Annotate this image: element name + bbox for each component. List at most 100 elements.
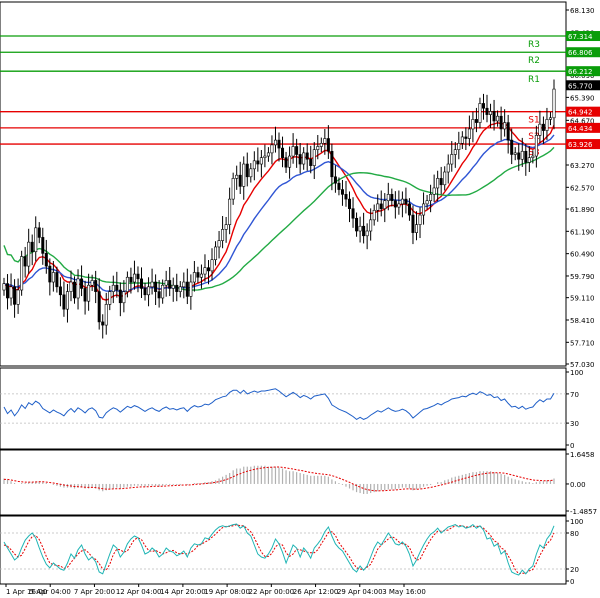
- candle-down: [362, 225, 366, 237]
- price-axis-tick-label: 65.390: [570, 94, 595, 102]
- candle-up: [235, 174, 239, 179]
- last-price-label: 65.770: [568, 82, 593, 90]
- candle-down: [340, 189, 344, 195]
- candle-up: [446, 163, 450, 173]
- candle-up: [527, 157, 531, 163]
- candle-up: [76, 278, 80, 299]
- price-axis-tick-label: 61.190: [570, 228, 595, 236]
- candle-up: [273, 139, 277, 146]
- oscillator-2-panel: 1.6458 0.00 -1.4857: [0, 449, 597, 516]
- candle-up: [457, 143, 461, 150]
- candle-down: [407, 203, 411, 216]
- candle-down: [295, 146, 299, 155]
- candle-up: [242, 163, 246, 187]
- candle-up: [9, 286, 13, 299]
- candle-down: [143, 288, 147, 296]
- x-axis-tick-label: 22 Apr 00:00: [249, 588, 295, 596]
- candle-up: [228, 198, 232, 225]
- candle-down: [118, 289, 122, 304]
- candle-down: [379, 203, 383, 209]
- candle-down: [196, 272, 200, 278]
- candle-down: [506, 122, 510, 141]
- candle-up: [104, 304, 108, 326]
- candle-down: [333, 176, 337, 184]
- candle-up: [90, 280, 94, 286]
- candle-down: [129, 276, 133, 283]
- candle-up: [34, 227, 38, 253]
- candle-down: [80, 278, 84, 289]
- level-name-r2: R2: [528, 56, 540, 66]
- candle-down: [492, 111, 496, 122]
- candle-down: [390, 194, 394, 202]
- candle-down: [298, 154, 302, 165]
- candle-up: [358, 225, 362, 232]
- candle-up: [259, 157, 263, 165]
- price-axis-tick-label: 63.270: [570, 162, 595, 170]
- candle-up: [436, 178, 440, 189]
- candle-up: [224, 224, 228, 230]
- oscillator-2-axis-tick-label: 0.00: [570, 481, 586, 489]
- level-name-s3: S3: [528, 148, 539, 158]
- candle-up: [323, 138, 327, 144]
- candle-down: [48, 265, 52, 283]
- candle-up: [383, 200, 387, 209]
- candle-up: [217, 240, 221, 248]
- level-tag-r3: [566, 31, 600, 42]
- candle-up: [372, 209, 376, 221]
- candle-up: [20, 256, 24, 291]
- level-name-r1: R1: [528, 75, 540, 85]
- candle-up: [443, 171, 447, 186]
- candle-up: [365, 230, 369, 237]
- oscillator-1-axis-tick-label: 70: [570, 391, 579, 399]
- level-value-r2: 66.806: [568, 49, 593, 57]
- oscillator-1-axis-tick-label: 30: [570, 420, 579, 428]
- candle-down: [309, 158, 313, 166]
- price-axis-tick-label: 57.030: [570, 361, 595, 369]
- candle-up: [288, 155, 292, 168]
- candle-down: [97, 291, 101, 323]
- level-value-r3: 67.314: [568, 33, 593, 41]
- level-name-s2: S2: [528, 132, 539, 142]
- candle-up: [199, 273, 203, 278]
- last-price-tag: [566, 80, 600, 91]
- candle-up: [111, 284, 115, 292]
- candle-down: [541, 123, 545, 131]
- candle-up: [432, 187, 436, 195]
- candle-up: [189, 281, 193, 297]
- candle-down: [348, 198, 352, 209]
- candle-up: [221, 229, 225, 241]
- candle-up: [534, 135, 538, 157]
- candle-up: [369, 219, 373, 232]
- candle-up: [87, 284, 91, 302]
- candle-up: [520, 150, 524, 160]
- candles: [2, 79, 556, 339]
- candle-up: [552, 88, 556, 119]
- candle-down: [83, 288, 87, 302]
- candle-up: [270, 144, 274, 154]
- candle-down: [136, 273, 140, 280]
- candle-down: [351, 208, 355, 219]
- candle-down: [256, 160, 260, 165]
- candle-down: [168, 280, 172, 289]
- price-axis-tick-label: 64.670: [570, 117, 595, 125]
- candle-up: [531, 155, 535, 158]
- candle-up: [414, 224, 418, 233]
- candle-up: [400, 198, 404, 205]
- candle-up: [425, 200, 429, 205]
- candle-up: [453, 149, 457, 155]
- candle-up: [147, 286, 151, 296]
- candle-down: [524, 150, 528, 163]
- candle-down: [58, 286, 62, 296]
- level-name-s1: S1: [528, 116, 539, 126]
- candle-down: [481, 103, 485, 109]
- candle-down: [13, 286, 17, 305]
- x-axis-tick-label: 5 Apr 04:00: [30, 588, 71, 596]
- candle-up: [125, 276, 129, 292]
- candle-up: [496, 115, 500, 122]
- candle-down: [115, 284, 119, 291]
- candle-down: [23, 256, 27, 267]
- candle-down: [355, 217, 359, 232]
- candle-down: [277, 139, 281, 149]
- candle-down: [344, 194, 348, 200]
- candle-up: [214, 246, 218, 261]
